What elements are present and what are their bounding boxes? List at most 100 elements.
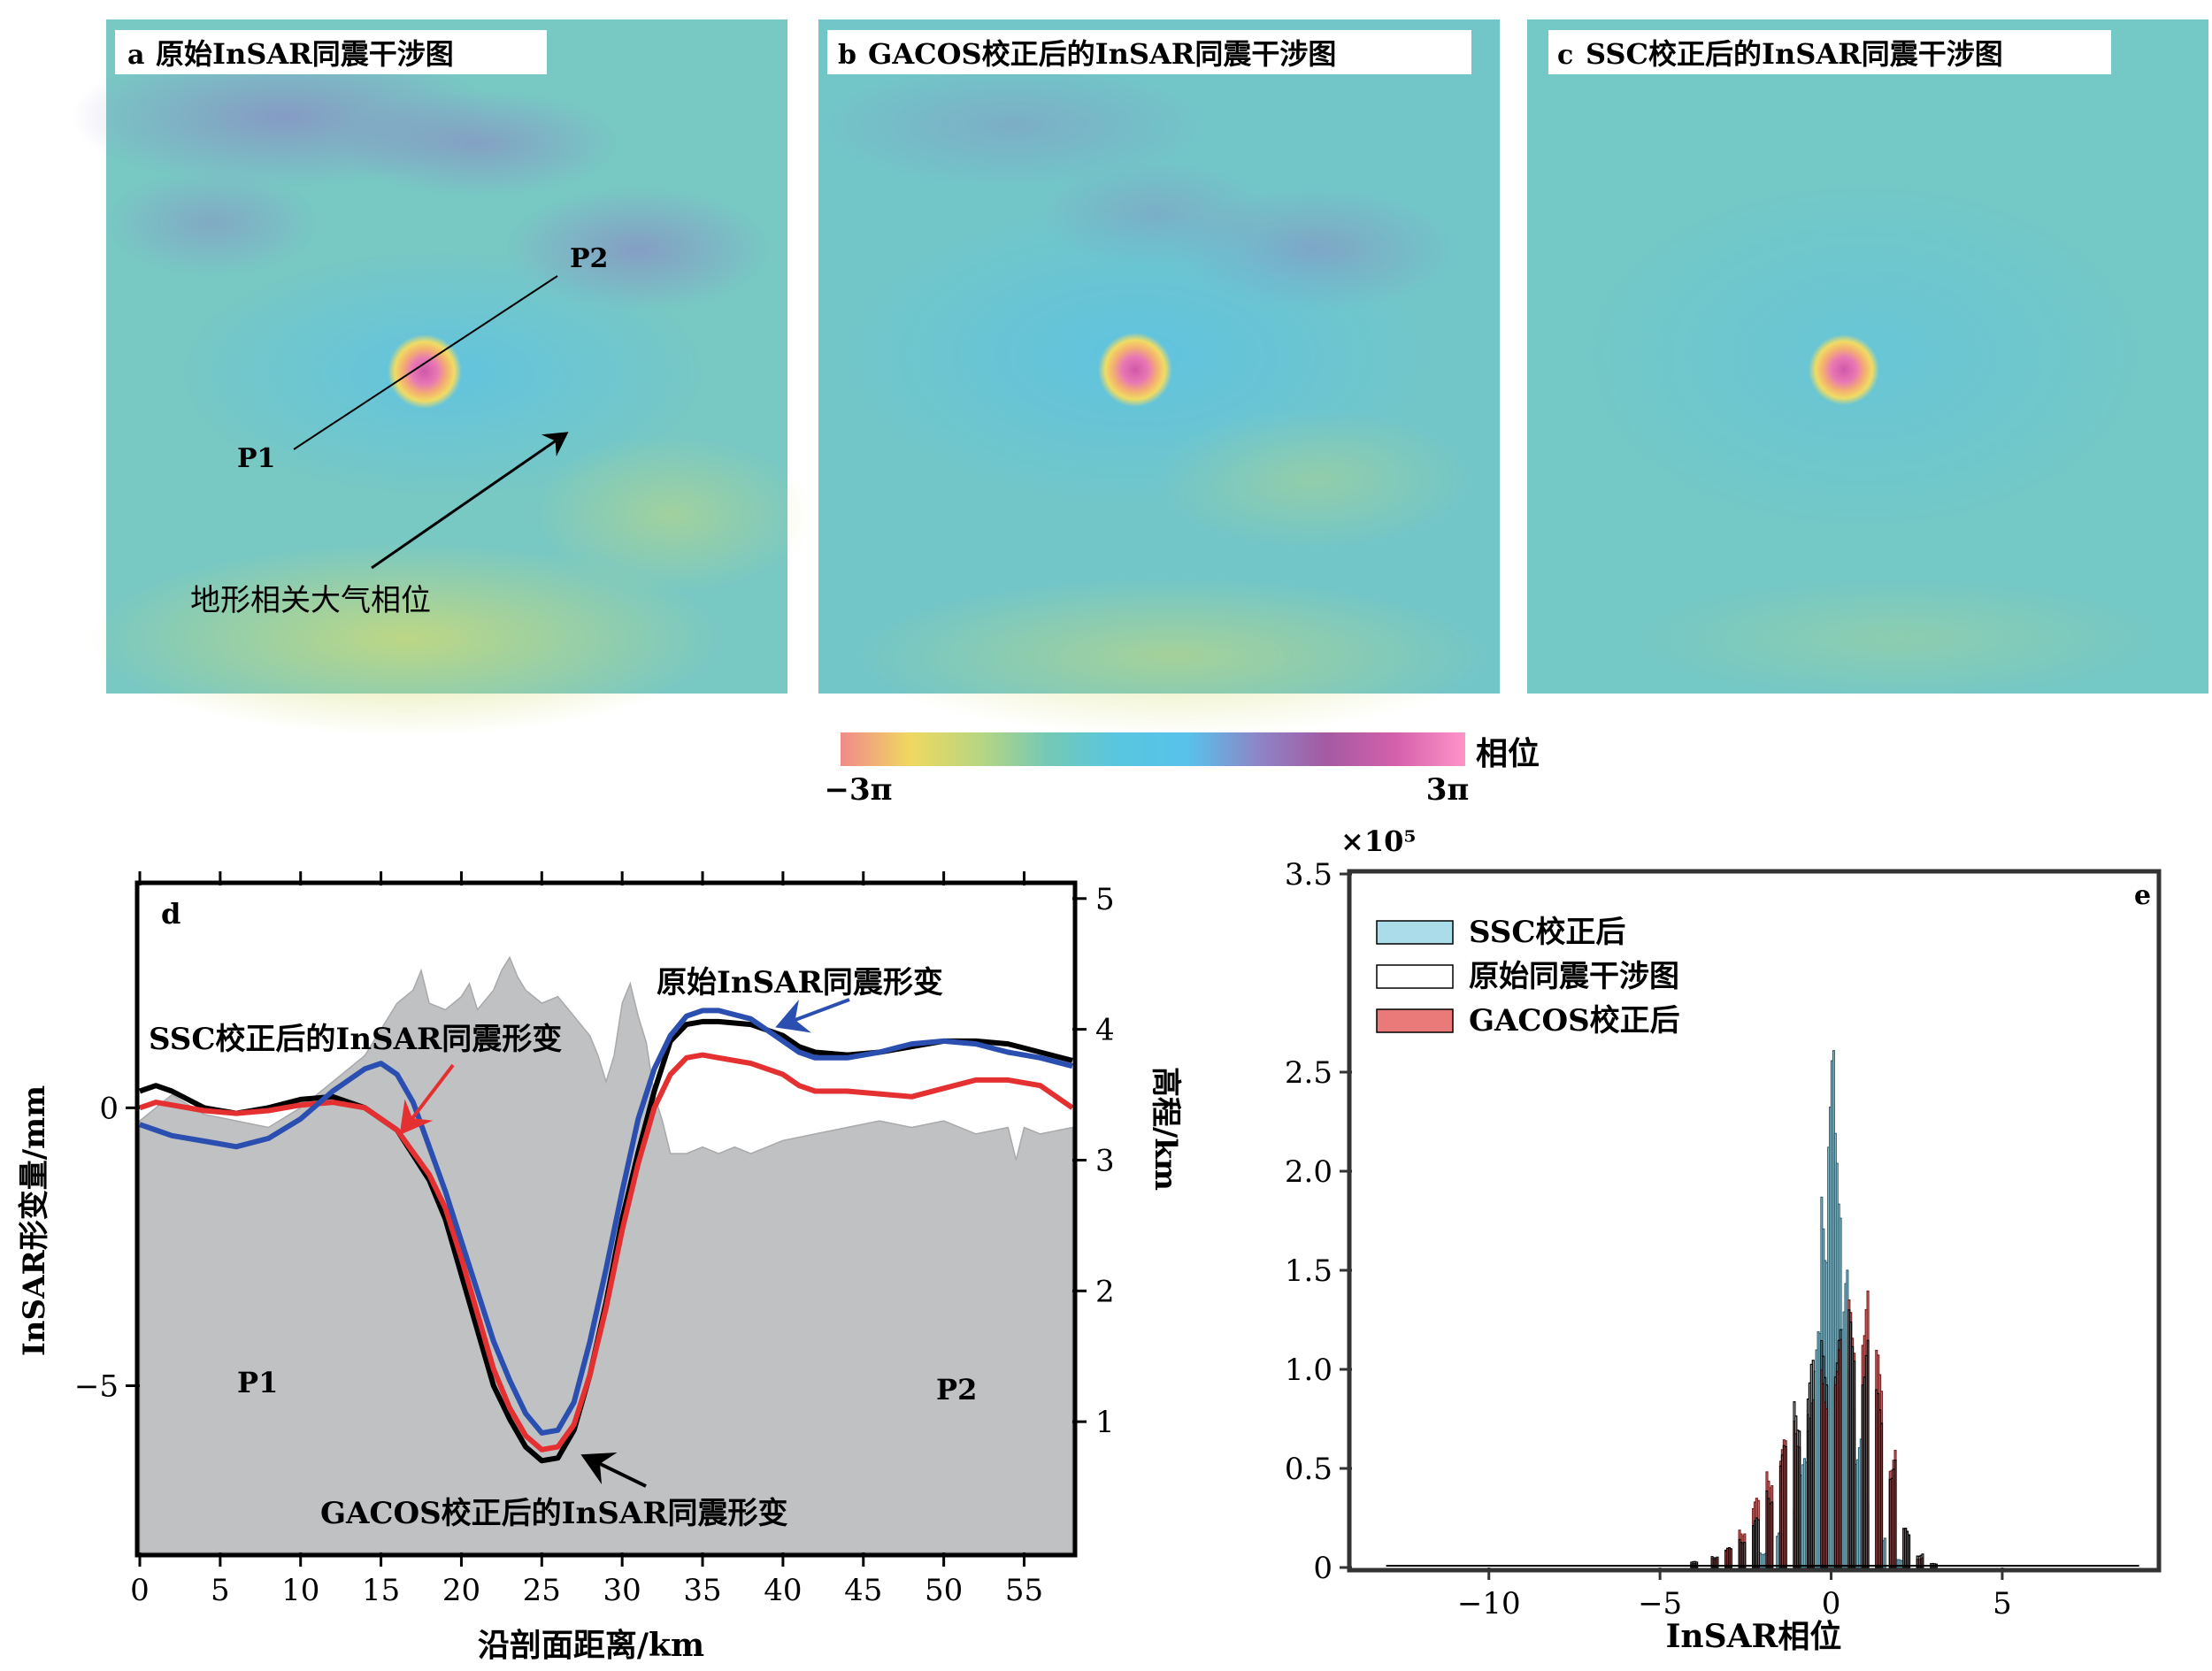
x-tick-label: 5	[211, 1573, 230, 1608]
pointer-arrow-blue	[775, 998, 850, 1033]
pointer-arrow-black	[580, 1452, 647, 1488]
histogram-bar-original	[1825, 1384, 1829, 1568]
yellow-patch	[531, 435, 814, 594]
label-ssc-deformation: SSC校正后的InSAR同震形变	[149, 1022, 562, 1057]
map-panel-a: a 原始InSAR同震干涉图 P1 P2 地形相关大气相位	[71, 19, 814, 736]
phase-colorbar: −3π 3π 相位	[824, 732, 1540, 808]
histogram-bar-original	[1798, 1430, 1801, 1568]
purple-patch	[818, 64, 1208, 188]
y-tick-label: 0.5	[1285, 1452, 1333, 1487]
annotation-arrow	[371, 432, 569, 570]
histogram-bar-original	[1756, 1519, 1760, 1568]
colorbar-max-label: 3π	[1426, 772, 1470, 808]
profile-start-label: P1	[237, 1366, 278, 1399]
profile-end-label: P2	[570, 243, 608, 274]
y-multiplier: ×10⁵	[1340, 824, 1416, 858]
y2-axis-title: 高程/km	[1148, 1067, 1183, 1191]
x-tick-label: 55	[1005, 1573, 1043, 1608]
histogram-bar-original	[1866, 1339, 1870, 1568]
annotation-label: 地形相关大气相位	[190, 583, 431, 618]
x-tick-label: 0	[1822, 1586, 1841, 1621]
x-tick-label: 0	[130, 1573, 150, 1608]
plot-frame	[1347, 869, 2162, 1573]
legend-swatch-original	[1376, 964, 1454, 989]
x-tick-label: −10	[1457, 1586, 1521, 1621]
histogram-bar-original	[1770, 1501, 1774, 1568]
histogram-bar-original	[1729, 1548, 1732, 1568]
y-tick-label: 0	[1313, 1551, 1333, 1586]
histogram-bar-ssc	[1883, 1537, 1886, 1568]
legend-swatch-ssc	[1376, 920, 1454, 945]
histogram-bar-original	[1743, 1541, 1747, 1568]
legend-label-original: 原始同震干涉图	[1469, 959, 1679, 994]
x-tick-label: 5	[1993, 1586, 2012, 1621]
y2-tick-label: 2	[1095, 1274, 1115, 1309]
histogram-bars	[1386, 1050, 2139, 1568]
purple-patch	[106, 170, 319, 276]
panel-title: 原始InSAR同震干涉图	[156, 37, 454, 71]
y2-tick-label: 5	[1095, 882, 1115, 917]
pointer-arrow-red	[399, 1063, 455, 1136]
yellow-patch	[88, 541, 726, 736]
label-gacos-deformation: GACOS校正后的InSAR同震形变	[320, 1496, 787, 1531]
x-tick-label: 10	[281, 1573, 319, 1608]
panel-title-box	[115, 30, 547, 74]
x-axis-title: 沿剖面距离/km	[478, 1627, 704, 1664]
panel-title-box	[827, 30, 1471, 74]
y-tick-label: 1.0	[1285, 1353, 1333, 1388]
purple-patch	[336, 90, 619, 196]
y-tick-label: 1.5	[1285, 1253, 1333, 1289]
x-tick-label: 25	[523, 1573, 561, 1608]
y-tick-label: −5	[74, 1369, 119, 1405]
x-tick-label: −5	[1638, 1586, 1682, 1621]
x-tick-label: 20	[442, 1573, 480, 1608]
x-tick-label: 35	[683, 1573, 721, 1608]
histogram-bar-original	[1695, 1561, 1699, 1568]
x-axis-title: InSAR相位	[1666, 1618, 1842, 1655]
panel-letter: d	[161, 897, 180, 931]
profile-start-label: P1	[237, 443, 275, 474]
yellow-patch	[1633, 577, 2164, 701]
profile-line	[293, 275, 558, 450]
map-panel-b: b GACOS校正后的InSAR同震干涉图	[818, 19, 1500, 736]
earthquake-deformation-lobe	[388, 334, 462, 409]
x-tick-label: 40	[764, 1573, 802, 1608]
panel-title: SSC校正后的InSAR同震干涉图	[1586, 37, 2003, 71]
plot-frame	[134, 880, 1078, 1558]
x-tick-label: 45	[844, 1573, 882, 1608]
histogram-bar-original	[1839, 1329, 1842, 1568]
histogram-bar-original	[1921, 1553, 1924, 1568]
profile-end-label: P2	[936, 1373, 977, 1407]
deformation-line-blue	[139, 1008, 1073, 1436]
label-original-deformation: 原始InSAR同震形变	[657, 965, 943, 1000]
colorbar-label: 相位	[1476, 735, 1540, 772]
x-tick-label: 15	[362, 1573, 400, 1608]
legend-label-ssc: SSC校正后	[1469, 915, 1625, 950]
histogram-bar-original	[1784, 1445, 1787, 1568]
panel-title: GACOS校正后的InSAR同震干涉图	[868, 37, 1336, 71]
elevation-layer	[139, 955, 1073, 1553]
legend-label-gacos: GACOS校正后	[1469, 1003, 1680, 1039]
y-axis-title: InSAR形变量/mm	[17, 1085, 52, 1356]
histogram-bar-original	[1893, 1459, 1897, 1568]
x-tick-label: 50	[925, 1573, 963, 1608]
panel-letter: c	[1557, 40, 1573, 71]
colorbar-ramp	[841, 732, 1465, 766]
earthquake-deformation-lobe	[1809, 334, 1879, 405]
y2-tick-label: 3	[1095, 1143, 1115, 1178]
y-tick-label: 3.5	[1285, 857, 1333, 893]
map-panel-c: c SSC校正后的InSAR同震干涉图	[1527, 19, 2208, 701]
colorbar-min-label: −3π	[824, 772, 892, 808]
y2-tick-label: 1	[1095, 1405, 1115, 1440]
histogram-bar-original	[1716, 1556, 1719, 1568]
histogram-bar-original	[1853, 1361, 1856, 1568]
elevation-area	[139, 955, 1073, 1553]
yellow-patch	[854, 577, 1491, 736]
panel-title-box	[1548, 30, 2111, 74]
y-tick-label: 0	[99, 1091, 119, 1126]
panel-letter: b	[838, 40, 856, 71]
